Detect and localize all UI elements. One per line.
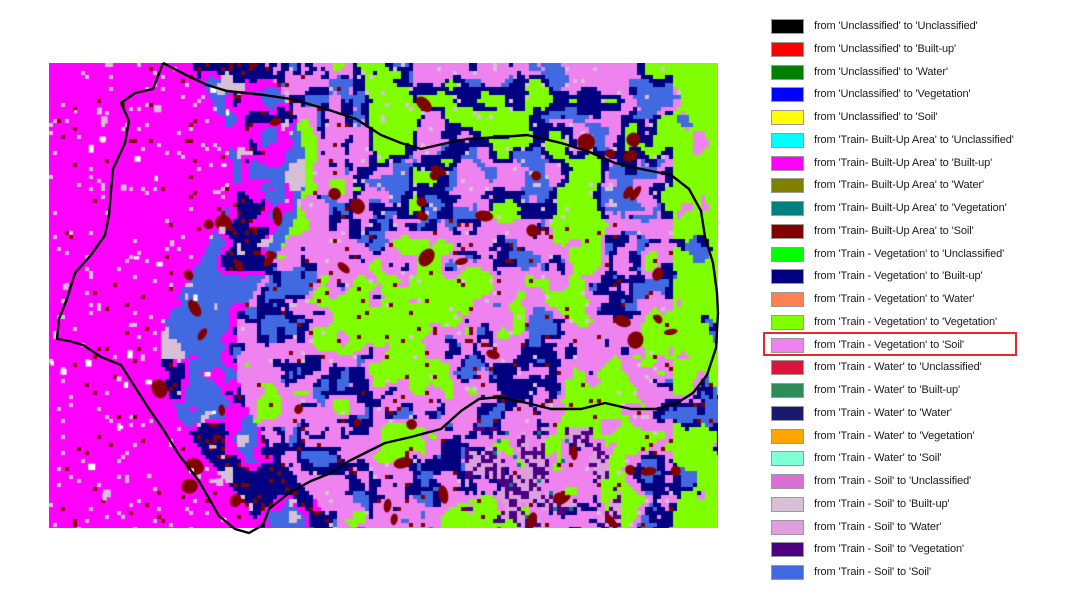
legend-item: from 'Train- Built-Up Area' to 'Vegetati… (771, 198, 1061, 221)
legend-item: from 'Train - Vegetation' to 'Built-up' (771, 266, 1061, 289)
legend-swatch (771, 110, 804, 125)
legend-swatch (771, 451, 804, 467)
legend-swatch (771, 292, 804, 307)
legend-swatch (771, 360, 804, 376)
legend-swatch (771, 314, 804, 330)
legend-swatch (771, 519, 804, 535)
legend-label: from 'Train- Built-Up Area' to 'Soil' (814, 224, 974, 237)
legend-swatch (771, 155, 804, 171)
legend-swatch (771, 496, 804, 512)
legend-swatch (771, 565, 804, 580)
legend-label: from 'Train - Water' to 'Built-up' (814, 384, 960, 396)
legend: from 'Unclassified' to 'Unclassified' fro… (771, 16, 1061, 585)
legend-label: from 'Train - Water' to 'Water' (814, 406, 952, 419)
legend-item: from 'Train - Soil' to 'Vegetation' (771, 539, 1061, 562)
legend-label: from 'Train - Water' to 'Vegetation' (814, 429, 975, 442)
legend-item: from 'Train- Built-Up Area' to 'Unclassi… (771, 130, 1061, 153)
legend-swatch (771, 246, 804, 262)
legend-label: from 'Train- Built-Up Area' to 'Built-up… (814, 156, 993, 169)
legend-item: from 'Train - Water' to 'Vegetation' (771, 426, 1061, 449)
legend-item: from 'Train - Soil' to 'Unclassified' (771, 471, 1061, 494)
legend-item: from 'Train - Water' to 'Built-up' (771, 380, 1061, 403)
legend-label: from 'Train - Soil' to 'Water' (814, 520, 942, 533)
legend-item: from 'Train- Built-Up Area' to 'Built-up… (771, 153, 1061, 176)
legend-label: from 'Train - Vegetation' to 'Vegetation… (814, 315, 998, 328)
legend-swatch (771, 178, 804, 194)
boundary-line (55, 61, 720, 535)
legend-item: from 'Train- Built-Up Area' to 'Soil' (771, 221, 1061, 244)
legend-item: from 'Train - Vegetation' to 'Vegetation… (771, 312, 1061, 335)
legend-item: from 'Train- Built-Up Area' to 'Water' (771, 175, 1061, 198)
legend-label: from 'Unclassified' to 'Soil' (814, 111, 938, 123)
legend-label: from 'Train - Water' to 'Soil' (814, 452, 942, 465)
legend-swatch (771, 542, 804, 558)
legend-label: from 'Train- Built-Up Area' to 'Unclassi… (814, 133, 1014, 146)
legend-item: from 'Train - Soil' to 'Soil' (771, 562, 1061, 585)
legend-item: from 'Unclassified' to 'Built-up' (771, 39, 1061, 62)
legend-label: from 'Train - Soil' to 'Vegetation' (814, 543, 965, 556)
legend-swatch (771, 64, 804, 80)
legend-swatch (771, 87, 804, 103)
legend-swatch (771, 41, 804, 57)
legend-label: from 'Unclassified' to 'Unclassified' (814, 20, 978, 32)
legend-label: from 'Train - Soil' to 'Soil' (814, 566, 931, 578)
legend-item: from 'Train - Vegetation' to 'Unclassifi… (771, 244, 1061, 267)
legend-item: from 'Train - Water' to 'Water' (771, 403, 1061, 426)
legend-swatch (771, 383, 804, 398)
legend-label: from 'Train - Soil' to 'Built-up' (814, 497, 950, 510)
legend-swatch (771, 269, 804, 285)
legend-label: from 'Train- Built-Up Area' to 'Vegetati… (814, 202, 1007, 214)
classification-raster (49, 63, 718, 528)
legend-item: from 'Unclassified' to 'Soil' (771, 107, 1061, 130)
legend-swatch (771, 474, 804, 489)
legend-item: from 'Train - Water' to 'Unclassified' (771, 357, 1061, 380)
legend-swatch (771, 223, 804, 239)
legend-swatch (771, 19, 804, 34)
legend-item: from 'Train - Soil' to 'Water' (771, 517, 1061, 540)
legend-swatch (771, 132, 804, 148)
legend-swatch (771, 201, 804, 216)
legend-item: from 'Unclassified' to 'Vegetation' (771, 84, 1061, 107)
legend-label: from 'Unclassified' to 'Vegetation' (814, 88, 971, 101)
study-area-boundary (55, 61, 720, 535)
legend-item: from 'Train - Vegetation' to 'Water' (771, 289, 1061, 312)
legend-label: from 'Train - Water' to 'Unclassified' (814, 361, 982, 374)
legend-item: from 'Train - Water' to 'Soil' (771, 448, 1061, 471)
legend-label: from 'Train - Vegetation' to 'Unclassifi… (814, 247, 1005, 260)
legend-label: from 'Unclassified' to 'Water' (814, 65, 948, 78)
legend-label: from 'Train - Vegetation' to 'Water' (814, 293, 975, 305)
legend-label: from 'Train- Built-Up Area' to 'Water' (814, 179, 985, 192)
legend-label: from 'Unclassified' to 'Built-up' (814, 42, 957, 55)
legend-item: from 'Unclassified' to 'Water' (771, 62, 1061, 85)
legend-label: from 'Train - Soil' to 'Unclassified' (814, 475, 972, 487)
highlight-box (763, 332, 1017, 356)
legend-label: from 'Train - Vegetation' to 'Built-up' (814, 270, 983, 283)
legend-swatch (771, 337, 804, 353)
change-detection-map (49, 61, 720, 535)
legend-swatch (771, 405, 804, 421)
legend-item: from 'Train - Soil' to 'Built-up' (771, 494, 1061, 517)
legend-item: from 'Train - Vegetation' to 'Soil' (771, 335, 1061, 358)
legend-swatch (771, 428, 804, 444)
legend-label: from 'Train - Vegetation' to 'Soil' (814, 338, 965, 351)
legend-item: from 'Unclassified' to 'Unclassified' (771, 16, 1061, 39)
